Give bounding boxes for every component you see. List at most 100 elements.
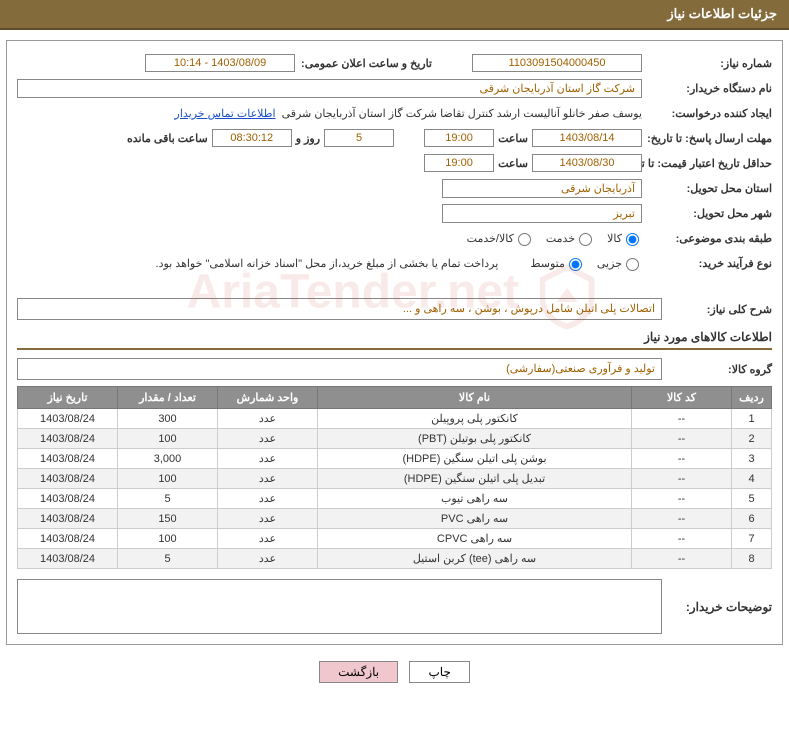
purchase-medium-radio[interactable]: متوسط	[530, 255, 585, 271]
goods-th-3: واحد شمارش	[218, 387, 318, 409]
remain-label: ساعت باقی مانده	[123, 132, 212, 145]
goods-th-5: تاریخ نیاز	[18, 387, 118, 409]
table-cell: 5	[118, 549, 218, 569]
buyer-contact-link[interactable]: اطلاعات تماس خریدار	[175, 107, 276, 120]
deadline-label: مهلت ارسال پاسخ: تا تاریخ:	[642, 132, 772, 145]
need-number-value: 1103091504000450	[472, 54, 642, 72]
button-row: چاپ بازگشت	[0, 651, 789, 697]
table-cell: 3,000	[118, 449, 218, 469]
province-value: آذربایجان شرقی	[442, 179, 642, 198]
city-value: تبریز	[442, 204, 642, 223]
need-desc-label: شرح کلی نیاز:	[662, 303, 772, 316]
table-row: 1--کانکتور پلی پروپیلنعدد3001403/08/24	[18, 409, 772, 429]
purchase-partial-input[interactable]	[626, 258, 639, 271]
table-cell: 150	[118, 509, 218, 529]
purchase-partial-radio[interactable]: جزیی	[597, 255, 642, 271]
table-cell: 3	[732, 449, 772, 469]
table-cell: --	[632, 509, 732, 529]
purchase-note: پرداخت تمام یا بخشی از مبلغ خرید،از محل …	[156, 257, 499, 270]
table-row: 5--سه راهی تیوبعدد51403/08/24	[18, 489, 772, 509]
need-desc-value: اتصالات پلی اتیلن شامل درپوش ، بوشن ، سه…	[17, 298, 662, 320]
goods-th-4: تعداد / مقدار	[118, 387, 218, 409]
table-cell: 1403/08/24	[18, 409, 118, 429]
table-cell: --	[632, 449, 732, 469]
table-cell: 1	[732, 409, 772, 429]
topic-goods-service-label: کالا/خدمت	[467, 232, 514, 245]
table-cell: 100	[118, 429, 218, 449]
announce-dt-value: 1403/08/09 - 10:14	[145, 54, 295, 72]
table-row: 4--تبدیل پلی اتیلن سنگین (HDPE)عدد100140…	[18, 469, 772, 489]
topic-service-label: خدمت	[546, 232, 575, 245]
table-cell: --	[632, 409, 732, 429]
table-cell: عدد	[218, 429, 318, 449]
city-label: شهر محل تحویل:	[642, 207, 772, 220]
need-number-label: شماره نیاز:	[642, 57, 772, 70]
announce-dt-label: تاریخ و ساعت اعلان عمومی:	[295, 57, 432, 70]
table-cell: 1403/08/24	[18, 469, 118, 489]
goods-info-title: اطلاعات کالاهای مورد نیاز	[17, 330, 772, 344]
table-cell: --	[632, 549, 732, 569]
table-cell: 8	[732, 549, 772, 569]
table-cell: تبدیل پلی اتیلن سنگین (HDPE)	[318, 469, 632, 489]
table-cell: سه راهی (tee) کربن استیل	[318, 549, 632, 569]
table-cell: 1403/08/24	[18, 509, 118, 529]
table-row: 8--سه راهی (tee) کربن استیلعدد51403/08/2…	[18, 549, 772, 569]
table-cell: 300	[118, 409, 218, 429]
table-cell: 7	[732, 529, 772, 549]
table-cell: سه راهی تیوب	[318, 489, 632, 509]
table-cell: 5	[118, 489, 218, 509]
goods-group-label: گروه کالا:	[662, 363, 772, 376]
table-cell: 100	[118, 529, 218, 549]
topic-goods-input[interactable]	[626, 233, 639, 246]
table-cell: --	[632, 489, 732, 509]
table-row: 6--سه راهی PVCعدد1501403/08/24	[18, 509, 772, 529]
table-cell: --	[632, 469, 732, 489]
table-cell: بوشن پلی اتیلن سنگین (HDPE)	[318, 449, 632, 469]
table-cell: 1403/08/24	[18, 549, 118, 569]
table-row: 2--کانکتور پلی بوتیلن (PBT)عدد1001403/08…	[18, 429, 772, 449]
buyer-org-value: شرکت گاز استان آذربایجان شرقی	[17, 79, 642, 98]
topic-service-input[interactable]	[579, 233, 592, 246]
print-button[interactable]: چاپ	[409, 661, 469, 683]
table-row: 7--سه راهی CPVCعدد1001403/08/24	[18, 529, 772, 549]
panel-title: جزئیات اطلاعات نیاز	[667, 6, 777, 21]
goods-table: ردیفکد کالانام کالاواحد شمارشتعداد / مقد…	[17, 386, 772, 569]
table-cell: عدد	[218, 549, 318, 569]
table-cell: عدد	[218, 509, 318, 529]
table-cell: 5	[732, 489, 772, 509]
province-label: استان محل تحویل:	[642, 182, 772, 195]
topic-goods-service-input[interactable]	[518, 233, 531, 246]
table-cell: 100	[118, 469, 218, 489]
table-cell: سه راهی CPVC	[318, 529, 632, 549]
table-cell: عدد	[218, 469, 318, 489]
goods-th-1: کد کالا	[632, 387, 732, 409]
table-cell: 1403/08/24	[18, 429, 118, 449]
topic-service-radio[interactable]: خدمت	[546, 230, 595, 246]
topic-goods-label: کالا	[607, 232, 622, 245]
table-cell: --	[632, 429, 732, 449]
purchase-partial-label: جزیی	[597, 257, 622, 270]
table-cell: عدد	[218, 449, 318, 469]
time-remain: 08:30:12	[212, 129, 292, 147]
table-cell: 1403/08/24	[18, 529, 118, 549]
topic-goods-radio[interactable]: کالا	[607, 230, 642, 246]
table-cell: 2	[732, 429, 772, 449]
requester-label: ایجاد کننده درخواست:	[642, 107, 772, 120]
table-cell: سه راهی PVC	[318, 509, 632, 529]
table-cell: 4	[732, 469, 772, 489]
deadline-hour: 19:00	[424, 129, 494, 147]
purchase-medium-label: متوسط	[530, 257, 565, 270]
hour-label-1: ساعت	[494, 132, 532, 145]
section-divider	[17, 348, 772, 350]
details-panel: شماره نیاز: 1103091504000450 تاریخ و ساع…	[6, 40, 783, 645]
buyer-notes-label: توضیحات خریدار:	[662, 579, 772, 634]
price-valid-label: حداقل تاریخ اعتبار قیمت: تا تاریخ:	[642, 157, 772, 170]
table-cell: --	[632, 529, 732, 549]
price-valid-hour: 19:00	[424, 154, 494, 172]
purchase-medium-input[interactable]	[569, 258, 582, 271]
back-button[interactable]: بازگشت	[319, 661, 398, 683]
purchase-type-label: نوع فرآیند خرید:	[642, 257, 772, 270]
topic-goods-service-radio[interactable]: کالا/خدمت	[467, 230, 534, 246]
buyer-org-label: نام دستگاه خریدار:	[642, 82, 772, 95]
panel-header: جزئیات اطلاعات نیاز	[0, 0, 789, 30]
